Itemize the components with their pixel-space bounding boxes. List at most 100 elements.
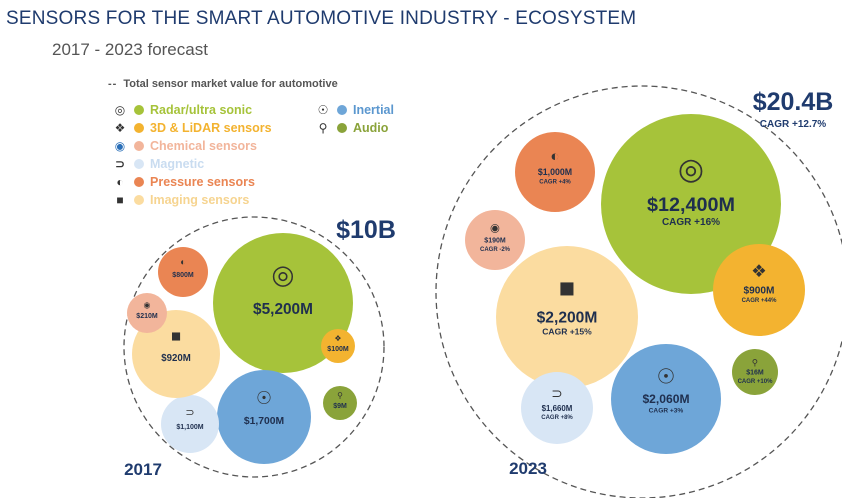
bubble-value-label: $16M <box>746 369 764 376</box>
radar-icon: ◎ <box>114 103 126 117</box>
bubble-value-label: $800M <box>172 272 194 279</box>
bubbles-2017: ◎ $5,200M ☉ $1,700M ⊃ $1,100M ■ $920M ◐ $800M ◉ $21… <box>127 233 357 464</box>
legend-swatch <box>134 159 144 169</box>
bubble-cagr-label: CAGR +16% <box>662 217 720 228</box>
bubble-cagr-label: CAGR +3% <box>649 407 684 414</box>
bubble-circle <box>521 372 593 444</box>
bubble-circle <box>127 293 167 333</box>
bubble-value-label: $1,000M <box>538 167 572 177</box>
legend-swatch <box>337 105 347 115</box>
bubble-value-label: $920M <box>161 353 191 364</box>
legend-item-audio: ⚲ Audio <box>315 121 389 135</box>
bubble-circle <box>611 344 721 454</box>
lidar-icon: ❖ <box>334 334 341 343</box>
bubble-value-label: $1,700M <box>244 416 284 427</box>
legend-label: Magnetic <box>150 157 205 171</box>
legend-label: 3D & LiDAR sensors <box>150 121 272 135</box>
gyroscope-icon: ☉ <box>317 103 329 117</box>
boundary-circle-2023 <box>435 85 842 498</box>
bubble-inertial-2017: ☉ $1,700M <box>217 370 311 464</box>
boundary-circle-2017 <box>123 216 385 478</box>
legend-swatch <box>134 177 144 187</box>
bubble-value-label: $1,660M <box>542 404 573 413</box>
microphone-icon: ⚲ <box>752 358 758 368</box>
legend-item-lidar: ❖ 3D & LiDAR sensors <box>112 121 272 135</box>
radar-icon: ◎ <box>271 259 294 289</box>
camera-icon: ■ <box>559 273 575 303</box>
bubble-chemical-sensors-2017: ◉ $210M <box>127 293 167 333</box>
pressure-gauge-icon: ◐ <box>180 257 186 268</box>
year-label-2017: 2017 <box>124 460 162 479</box>
bubble-circle <box>161 395 219 453</box>
legend-swatch <box>134 141 144 151</box>
legend-swatch <box>337 123 347 133</box>
bubble-radar-ultra-sonic-2017: ◎ $5,200M <box>213 233 353 373</box>
bubble-value-label: $900M <box>744 286 775 297</box>
chemical-icon: ◉ <box>144 300 151 309</box>
bubble-cagr-label: CAGR +15% <box>542 326 592 336</box>
legend-label: Audio <box>353 121 389 135</box>
legend-label: Chemical sensors <box>150 139 257 153</box>
pressure-gauge-icon: ◐ <box>116 175 124 189</box>
chart-subtitle: 2017 - 2023 forecast <box>52 40 208 59</box>
bubble-magnetic-2023: ⊃ $1,660M CAGR +8% <box>521 372 593 444</box>
bubble-cagr-label: CAGR +44% <box>742 298 778 304</box>
bubble-magnetic-2017: ⊃ $1,100M <box>161 395 219 453</box>
bubble-value-label: $2,060M <box>642 392 689 406</box>
bubble-value-label: $9M <box>333 403 347 410</box>
microphone-icon: ⚲ <box>337 391 343 400</box>
gyroscope-icon: ☉ <box>657 366 676 389</box>
legend-label: Pressure sensors <box>150 175 255 189</box>
bubble-circle <box>713 244 805 336</box>
bubble-imaging-sensors-2017: ■ $920M <box>132 310 220 398</box>
bubble-cagr-label: CAGR +8% <box>541 415 573 421</box>
legend-label: Imaging sensors <box>150 193 250 207</box>
lidar-icon: ❖ <box>114 121 126 135</box>
total-cagr-2023: CAGR +12.7% <box>760 119 827 130</box>
camera-icon: ■ <box>171 327 181 346</box>
legend-item-radar: ◎ Radar/ultra sonic <box>112 103 252 117</box>
bubble-value-label: $2,200M <box>537 309 598 326</box>
bubble-circle <box>465 210 525 270</box>
total-2023: $20.4B <box>753 88 834 116</box>
chemical-icon: ◉ <box>114 139 126 153</box>
magnet-icon: ⊃ <box>185 407 194 419</box>
bubble-value-label: $100M <box>327 346 349 353</box>
bubble-circle <box>321 329 355 363</box>
bubble-audio-2023: ⚲$16M CAGR +10% <box>732 349 778 395</box>
legend-swatch <box>134 123 144 133</box>
bubble-pressure-sensors-2017: ◐ $800M <box>158 247 208 297</box>
legend-label: Radar/ultra sonic <box>150 103 253 117</box>
magnet-icon: ⊃ <box>551 386 562 401</box>
bubble-circle <box>132 310 220 398</box>
bubble-circle <box>515 132 595 212</box>
total-2017: $10B <box>336 216 396 244</box>
bubble-circle <box>601 114 781 294</box>
chart-title: SENSORS FOR THE SMART AUTOMOTIVE INDUSTR… <box>6 8 637 29</box>
bubble-circle <box>158 247 208 297</box>
legend-item-magnetic: ⊃ Magnetic <box>112 157 204 171</box>
gyroscope-icon: ☉ <box>256 388 272 408</box>
bubble-circle <box>323 386 357 420</box>
legend-swatch <box>134 195 144 205</box>
bubble-cagr-label: CAGR +4% <box>539 179 571 185</box>
bubble-3d-lidar-sensors-2017: ❖ $100M <box>321 329 355 363</box>
microphone-icon: ⚲ <box>318 121 328 135</box>
magnet-icon: ⊃ <box>114 157 126 171</box>
pressure-gauge-icon: ◐ <box>550 148 559 165</box>
bubble-circle <box>213 233 353 373</box>
bubble-cagr-label: CAGR +10% <box>738 379 774 385</box>
legend-item-imaging: ■ Imaging sensors <box>112 193 249 207</box>
year-label-2023: 2023 <box>509 459 547 478</box>
bubble-audio-2017: ⚲ $9M <box>323 386 357 420</box>
bubble-circle <box>496 246 638 388</box>
legend-item-inertial: ☉ Inertial <box>315 103 394 117</box>
bubble-value-label: $210M <box>136 313 158 320</box>
bubble-pressure-sensors-2023: ◐ $1,000M CAGR +4% <box>515 132 595 212</box>
